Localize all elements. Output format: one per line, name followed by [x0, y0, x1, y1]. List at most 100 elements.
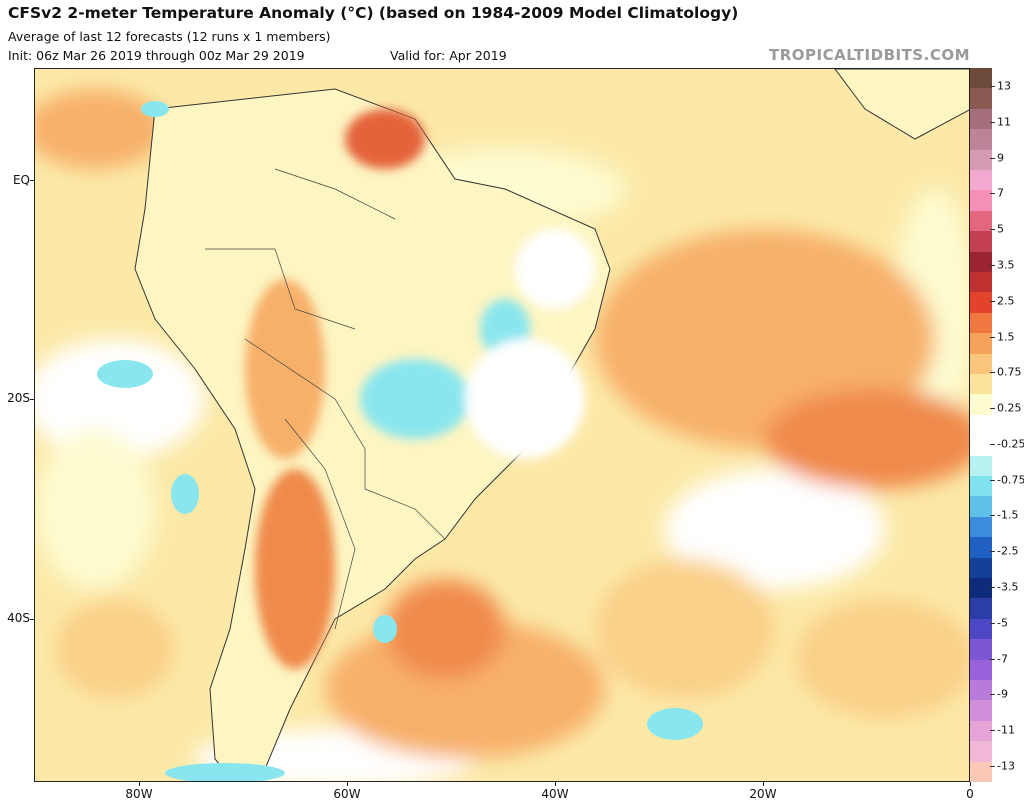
country-borders	[205, 168, 446, 630]
colorbar-cell	[970, 374, 992, 395]
y-label-20s: 20S	[7, 391, 30, 405]
cool-patch-drake	[165, 763, 285, 781]
colorbar-tick	[990, 479, 995, 481]
valid-time-label: Valid for: Apr 2019	[390, 48, 507, 63]
colorbar-cell	[970, 210, 992, 232]
warm-zone-patagonia	[255, 469, 335, 669]
colorbar-label: 1.5	[997, 330, 1015, 344]
colorbar-tick	[990, 766, 995, 767]
colorbar-cell	[970, 292, 992, 314]
colorbar-tick	[990, 157, 995, 159]
colorbar-cell	[970, 231, 992, 253]
x-label-60w: 60W	[333, 787, 361, 801]
colorbar-cell	[970, 68, 992, 89]
neutral-zone-atlantic-east	[665, 469, 885, 589]
colorbar-cell	[970, 761, 992, 783]
colorbar-cell	[970, 333, 992, 355]
colorbar-tick	[990, 587, 995, 589]
colorbar-tick	[990, 694, 995, 696]
y-tick-20s	[30, 399, 34, 400]
colorbar-cell	[970, 88, 992, 110]
x-tick-0	[970, 782, 971, 786]
colorbar-cell	[970, 170, 992, 191]
colorbar-cell	[970, 516, 992, 538]
x-label-80w: 80W	[125, 787, 153, 801]
x-label-40w: 40W	[541, 787, 569, 801]
colorbar-cell	[970, 618, 992, 640]
colorbar-cell	[970, 108, 992, 130]
neutral-zone-brazil	[465, 339, 585, 459]
init-time-label: Init: 06z Mar 26 2019 through 00z Mar 29…	[8, 48, 305, 63]
colorbar-tick	[990, 193, 995, 195]
colorbar-cell	[970, 312, 992, 334]
neutral-zone-pacific-south	[35, 429, 155, 589]
warm-zone-se-atlantic	[795, 599, 969, 719]
border-bolivia	[244, 338, 366, 489]
colorbar-cell	[970, 394, 992, 416]
colorbar-tick	[990, 408, 995, 410]
x-label-20w: 20W	[749, 787, 777, 801]
colorbar-cell	[970, 455, 992, 477]
colorbar-label: 0.75	[997, 365, 1022, 379]
colorbar-cell	[970, 557, 992, 579]
chart-subtitle: Average of last 12 forecasts (12 runs x …	[8, 29, 331, 44]
colorbar-cell	[970, 720, 992, 742]
anomaly-map-canvas	[35, 69, 969, 781]
x-tick-60w	[347, 782, 348, 786]
colorbar-label: -1.5	[997, 508, 1019, 522]
colorbar-label: -9	[997, 687, 1008, 701]
colorbar-cell	[970, 578, 992, 599]
colorbar-tick	[990, 443, 995, 445]
colorbar-cell	[970, 251, 992, 273]
border-venezuela-brazil	[274, 168, 396, 220]
colorbar-tick	[990, 86, 995, 87]
colorbar-cell	[970, 129, 992, 151]
colorbar-cell	[970, 353, 992, 375]
neutral-zone-pacific	[35, 339, 205, 459]
y-label-eq: EQ	[12, 173, 30, 187]
colorbar-label: 2.5	[997, 294, 1015, 308]
colorbar-label: 5	[997, 222, 1004, 236]
colorbar-cell	[970, 639, 992, 661]
colorbar-label: -13	[997, 759, 1015, 773]
colorbar	[970, 68, 992, 783]
cool-patch-south-atlantic	[647, 708, 703, 740]
y-label-40s: 40S	[7, 611, 30, 625]
colorbar-tick	[990, 622, 995, 624]
colorbar-label: 11	[997, 115, 1011, 129]
colorbar-label: 9	[997, 151, 1004, 165]
warm-zone-argentine-basin	[385, 579, 505, 679]
colorbar-cell	[970, 190, 992, 212]
colorbar-tick	[990, 264, 995, 266]
colorbar-tick	[990, 658, 995, 660]
x-tick-20w	[763, 782, 764, 786]
x-tick-40w	[555, 782, 556, 786]
warm-zone-andes	[245, 279, 325, 459]
colorbar-cell	[970, 149, 992, 171]
anomaly-map	[34, 68, 970, 782]
y-tick-eq	[30, 180, 34, 181]
warm-zone-mid-atlantic	[595, 559, 775, 699]
warm-zone-nw	[35, 89, 165, 169]
colorbar-label: 0.25	[997, 401, 1022, 415]
land-south-america	[134, 88, 611, 781]
colorbar-label: 13	[997, 79, 1011, 93]
cool-patch-caribbean	[141, 101, 169, 117]
cool-zone-parana	[360, 359, 470, 439]
colorbar-cell	[970, 680, 992, 701]
colorbar-tick	[990, 229, 995, 231]
chart-title: CFSv2 2-meter Temperature Anomaly (°C) (…	[8, 4, 739, 22]
border-peru-brazil	[205, 248, 356, 330]
colorbar-label: -11	[997, 723, 1015, 737]
colorbar-label: -0.25	[997, 437, 1024, 451]
colorbar-label: -2.5	[997, 544, 1019, 558]
x-label-0: 0	[966, 787, 974, 801]
colorbar-cell	[970, 272, 992, 293]
neutral-zone-ne-brazil	[515, 229, 595, 309]
colorbar-label: -5	[997, 616, 1008, 630]
cool-patch-falklands	[373, 615, 397, 643]
colorbar-cell	[970, 659, 992, 681]
land-africa	[834, 69, 969, 140]
colorbar-tick	[990, 336, 995, 338]
colorbar-cell	[970, 414, 992, 436]
